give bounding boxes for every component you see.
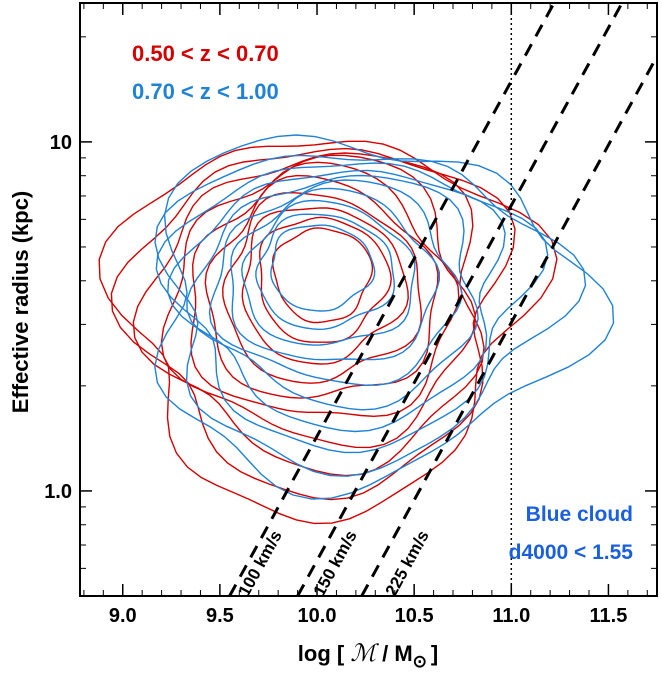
x-tick-label: 11.5 xyxy=(590,605,628,627)
contour-layer xyxy=(98,134,615,525)
reference-line xyxy=(228,3,556,596)
x-axis-title: log [ ℳ / M⊙] xyxy=(298,639,438,671)
x-tick-label: 10.5 xyxy=(395,605,434,627)
reference-line-label: 150 km/s xyxy=(310,527,361,599)
legend-entry-0: 0.50 < z < 0.70 xyxy=(132,41,279,66)
contour-level xyxy=(271,227,374,324)
contour-level xyxy=(241,207,409,365)
contour-level xyxy=(259,216,392,343)
x-tick-label: 9.5 xyxy=(206,605,234,627)
contour-level xyxy=(155,162,549,454)
y-axis-title: Effective radius (kpc) xyxy=(8,191,33,414)
x-tick-label: 10.0 xyxy=(298,605,337,627)
contour-level xyxy=(255,213,396,331)
plot-frame xyxy=(79,2,658,597)
contour-level xyxy=(230,187,440,361)
series-1-contours xyxy=(154,134,615,500)
reference-line-label: 100 km/s xyxy=(235,527,286,599)
contour-level xyxy=(160,154,476,449)
reference-line xyxy=(296,3,624,596)
y-tick-label: 10 xyxy=(50,132,72,154)
contour-level xyxy=(110,147,516,501)
legend-entry-1: 0.70 < z < 1.00 xyxy=(132,79,279,104)
contour-level xyxy=(270,224,376,312)
annotation-blue-cloud: Blue cloud xyxy=(526,503,633,526)
contour-level xyxy=(241,199,416,346)
reference-line xyxy=(360,53,657,596)
contour-level xyxy=(208,179,463,386)
y-tick-label: 1.0 xyxy=(44,481,72,503)
x-tick-label: 11.0 xyxy=(492,605,530,627)
contour-level xyxy=(222,191,423,384)
contour-level xyxy=(154,154,587,477)
ticks-layer: 9.0 9.5 10.0 10.5 11.0 11.5 1.0 10 xyxy=(44,3,657,627)
contour-level xyxy=(132,152,485,477)
x-tick-label: 9.0 xyxy=(109,605,137,627)
reference-lines-layer xyxy=(228,3,657,596)
contour-level xyxy=(154,134,615,500)
reference-line-label: 225 km/s xyxy=(382,527,433,599)
annotation-d4000: d4000 < 1.55 xyxy=(509,541,634,564)
